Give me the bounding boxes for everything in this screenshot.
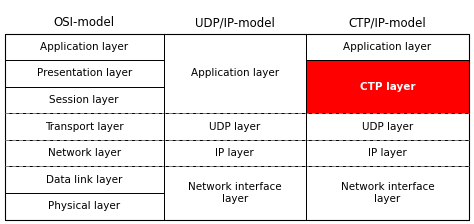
Text: UDP/IP-model: UDP/IP-model bbox=[195, 16, 274, 29]
Bar bbox=[164, 140, 306, 166]
Bar bbox=[5, 166, 164, 193]
Text: Data link layer: Data link layer bbox=[46, 175, 122, 185]
Bar bbox=[306, 140, 469, 166]
Bar bbox=[306, 34, 469, 60]
Bar bbox=[306, 113, 469, 140]
Text: Physical layer: Physical layer bbox=[48, 201, 120, 211]
Bar bbox=[5, 34, 164, 60]
Text: Application layer: Application layer bbox=[344, 42, 431, 52]
Bar bbox=[5, 140, 164, 166]
Text: Network layer: Network layer bbox=[47, 148, 121, 158]
Bar bbox=[306, 60, 469, 113]
Bar bbox=[5, 87, 164, 113]
Bar bbox=[164, 113, 306, 140]
Text: Presentation layer: Presentation layer bbox=[36, 69, 132, 78]
Text: OSI-model: OSI-model bbox=[54, 16, 115, 29]
Bar bbox=[5, 60, 164, 87]
Bar bbox=[306, 166, 469, 220]
Bar bbox=[5, 34, 469, 220]
Text: UDP layer: UDP layer bbox=[209, 122, 260, 131]
Bar bbox=[164, 166, 306, 220]
Text: IP layer: IP layer bbox=[368, 148, 407, 158]
Text: Application layer: Application layer bbox=[40, 42, 128, 52]
Text: Application layer: Application layer bbox=[191, 69, 279, 78]
Text: IP layer: IP layer bbox=[215, 148, 254, 158]
Bar bbox=[5, 193, 164, 220]
Text: CTP/IP-model: CTP/IP-model bbox=[348, 16, 427, 29]
Text: Transport layer: Transport layer bbox=[45, 122, 123, 131]
Text: CTP layer: CTP layer bbox=[360, 82, 415, 92]
Bar bbox=[5, 113, 164, 140]
Text: UDP layer: UDP layer bbox=[362, 122, 413, 131]
Text: Network interface
layer: Network interface layer bbox=[188, 182, 282, 204]
Text: Session layer: Session layer bbox=[49, 95, 119, 105]
Bar bbox=[164, 34, 306, 113]
Text: Network interface
layer: Network interface layer bbox=[341, 182, 434, 204]
